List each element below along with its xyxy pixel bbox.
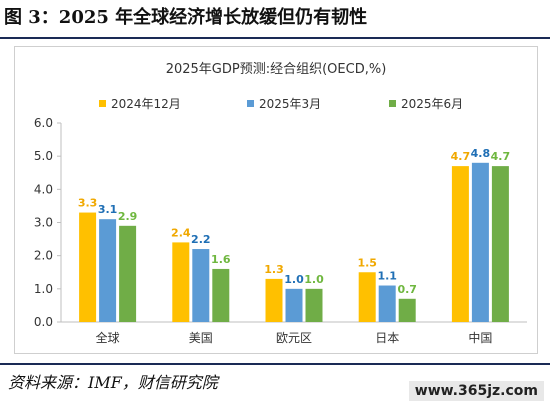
bar-1	[358, 272, 376, 322]
bar-3	[398, 298, 416, 322]
bar-1	[172, 242, 190, 322]
data-label-1: 1.5	[357, 256, 377, 269]
legend-swatch-2	[247, 100, 254, 107]
y-tick-label: 6.0	[34, 116, 53, 130]
figure-title: 图 3：2025 年全球经济增长放缓但仍有韧性	[4, 7, 368, 28]
bar-2	[192, 249, 210, 322]
data-label-1: 2.4	[171, 226, 191, 239]
y-tick-label: 3.0	[34, 216, 53, 230]
x-tick-label: 中国	[468, 330, 492, 345]
data-label-1: 3.3	[78, 197, 98, 210]
chart-container: 2025年GDP预测:经合组织(OECD,%) 2024年12月 2025年3月 2…	[14, 46, 538, 354]
y-tick-label: 5.0	[34, 149, 53, 163]
data-label-2: 1.1	[377, 270, 397, 283]
bar-2	[99, 219, 117, 322]
legend-swatch-3	[389, 100, 396, 107]
data-label-1: 1.3	[264, 263, 284, 276]
bar-2	[471, 162, 489, 322]
data-label-3: 0.7	[397, 283, 417, 296]
y-tick-label: 0.0	[34, 315, 53, 329]
source-note: 资料来源：IMF，财信研究院	[8, 373, 218, 392]
bar-3	[305, 288, 323, 322]
data-label-3: 4.7	[491, 150, 511, 163]
bottom-rule	[0, 363, 550, 365]
legend-label-2: 2025年3月	[259, 97, 321, 111]
watermark: www.365jz.com	[408, 381, 544, 401]
data-label-3: 1.6	[211, 253, 231, 266]
bar-2	[285, 288, 303, 322]
bars	[79, 162, 509, 322]
legend-label-1: 2024年12月	[111, 97, 181, 111]
y-axis: 0.0 1.0 2.0 3.0 4.0 5.0 6.0	[34, 116, 62, 329]
chart-title: 2025年GDP预测:经合组织(OECD,%)	[166, 62, 387, 77]
data-labels: 3.33.12.92.42.21.61.31.0 1.01.51.10.74.7 4…	[78, 147, 510, 296]
legend: 2024年12月 2025年3月 2025年6月	[99, 97, 463, 111]
bar-chart: 2025年GDP预测:经合组织(OECD,%) 2024年12月 2025年3月 2…	[34, 62, 527, 345]
x-tick-label: 日本	[375, 331, 399, 345]
x-tick-label: 美国	[189, 331, 213, 345]
bar-2	[378, 285, 396, 322]
bar-1	[265, 278, 283, 322]
y-tick-label: 1.0	[34, 282, 53, 296]
x-axis: 全球 美国 欧元区 日本 中国	[61, 321, 527, 345]
legend-swatch-1	[99, 100, 106, 107]
data-label-2: 4.8	[471, 147, 491, 160]
bar-1	[451, 166, 469, 322]
x-tick-label: 欧元区	[276, 331, 312, 345]
data-label-2: 3.1	[98, 203, 118, 216]
data-label-2: 1.0	[284, 273, 304, 286]
x-tick-label: 全球	[96, 330, 120, 345]
y-tick-label: 4.0	[34, 182, 53, 196]
y-tick-label: 2.0	[34, 249, 53, 263]
data-label-3: 2.9	[118, 210, 138, 223]
bar-3	[119, 225, 137, 322]
data-label-1: 4.7	[451, 150, 471, 163]
bar-1	[79, 212, 97, 322]
legend-label-3: 2025年6月	[401, 97, 463, 111]
data-label-3: 1.0	[304, 273, 324, 286]
top-rule	[0, 37, 550, 39]
data-label-2: 2.2	[191, 233, 211, 246]
bar-3	[212, 268, 230, 322]
bar-3	[491, 166, 509, 322]
